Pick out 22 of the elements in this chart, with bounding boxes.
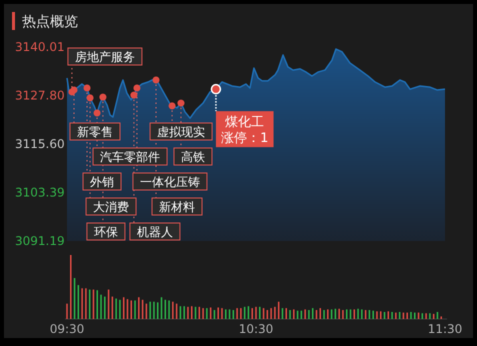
annotation: 一体化压铸 xyxy=(140,175,200,189)
annotation: 涨停：1 xyxy=(221,131,268,146)
chart-title: 热点概览 xyxy=(22,14,78,30)
annotation: 煤化工 xyxy=(225,115,264,130)
annotation: 新零售 xyxy=(76,125,113,139)
annotation: 环保 xyxy=(94,225,118,239)
annotation: 房地产服务 xyxy=(74,50,135,64)
x-tick-label: 09:30 xyxy=(50,322,84,336)
x-tick-label: 10:30 xyxy=(238,322,274,336)
annotation: 虚拟现实 xyxy=(157,125,206,139)
y-tick-label: 3103.39 xyxy=(15,186,65,200)
y-tick-label: 3091.19 xyxy=(15,234,65,248)
annotation: 新材料 xyxy=(159,200,196,214)
annotation: 外销 xyxy=(90,175,114,189)
y-tick-label: 3115.60 xyxy=(15,137,65,151)
annotation: 大消费 xyxy=(93,200,130,214)
y-tick-label: 3127.80 xyxy=(15,88,65,103)
y-tick-label: 3140.01 xyxy=(15,40,65,54)
annotation: 汽车零部件 xyxy=(100,150,160,164)
annotation: 机器人 xyxy=(136,225,173,239)
annotation: 高铁 xyxy=(180,150,205,164)
x-tick-label: 11:30 xyxy=(428,322,462,336)
